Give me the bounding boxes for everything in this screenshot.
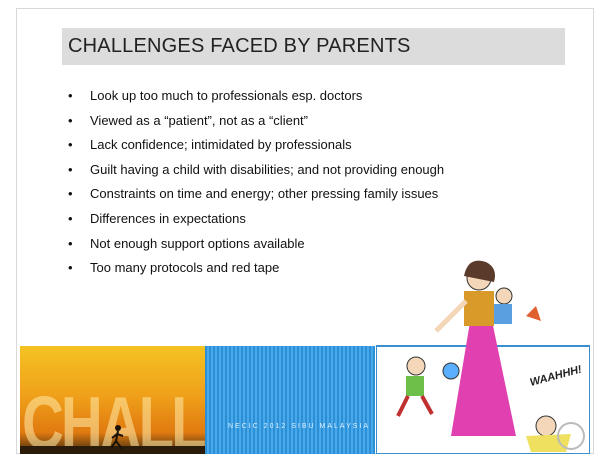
cartoon: WAAHHH! bbox=[376, 256, 590, 454]
stripe-panel: NECIC 2012 SIBU MALAYSIA bbox=[205, 346, 375, 454]
slide: CHALLENGES FACED BY PARENTS Look up too … bbox=[0, 0, 612, 459]
footer-text: NECIC 2012 SIBU MALAYSIA bbox=[228, 423, 370, 430]
title-box: CHALLENGES FACED BY PARENTS bbox=[62, 28, 565, 65]
slide-title: CHALLENGES FACED BY PARENTS bbox=[68, 35, 411, 58]
bullet-item: Differences in expectations bbox=[62, 211, 444, 236]
bullet-item: Guilt having a child with disabilities; … bbox=[62, 162, 444, 187]
image-strip: CHALLENGE NECIC 2012 SIBU MALAYSIA bbox=[20, 346, 590, 454]
bullet-item: Viewed as a “patient”, not as a “client” bbox=[62, 113, 444, 138]
challenge-photo: CHALLENGE bbox=[20, 346, 205, 454]
bullet-item: Lack confidence; intimidated by professi… bbox=[62, 137, 444, 162]
bullet-item: Constraints on time and energy; other pr… bbox=[62, 186, 444, 211]
bullet-item: Look up too much to professionals esp. d… bbox=[62, 88, 444, 113]
runner bbox=[20, 346, 205, 454]
